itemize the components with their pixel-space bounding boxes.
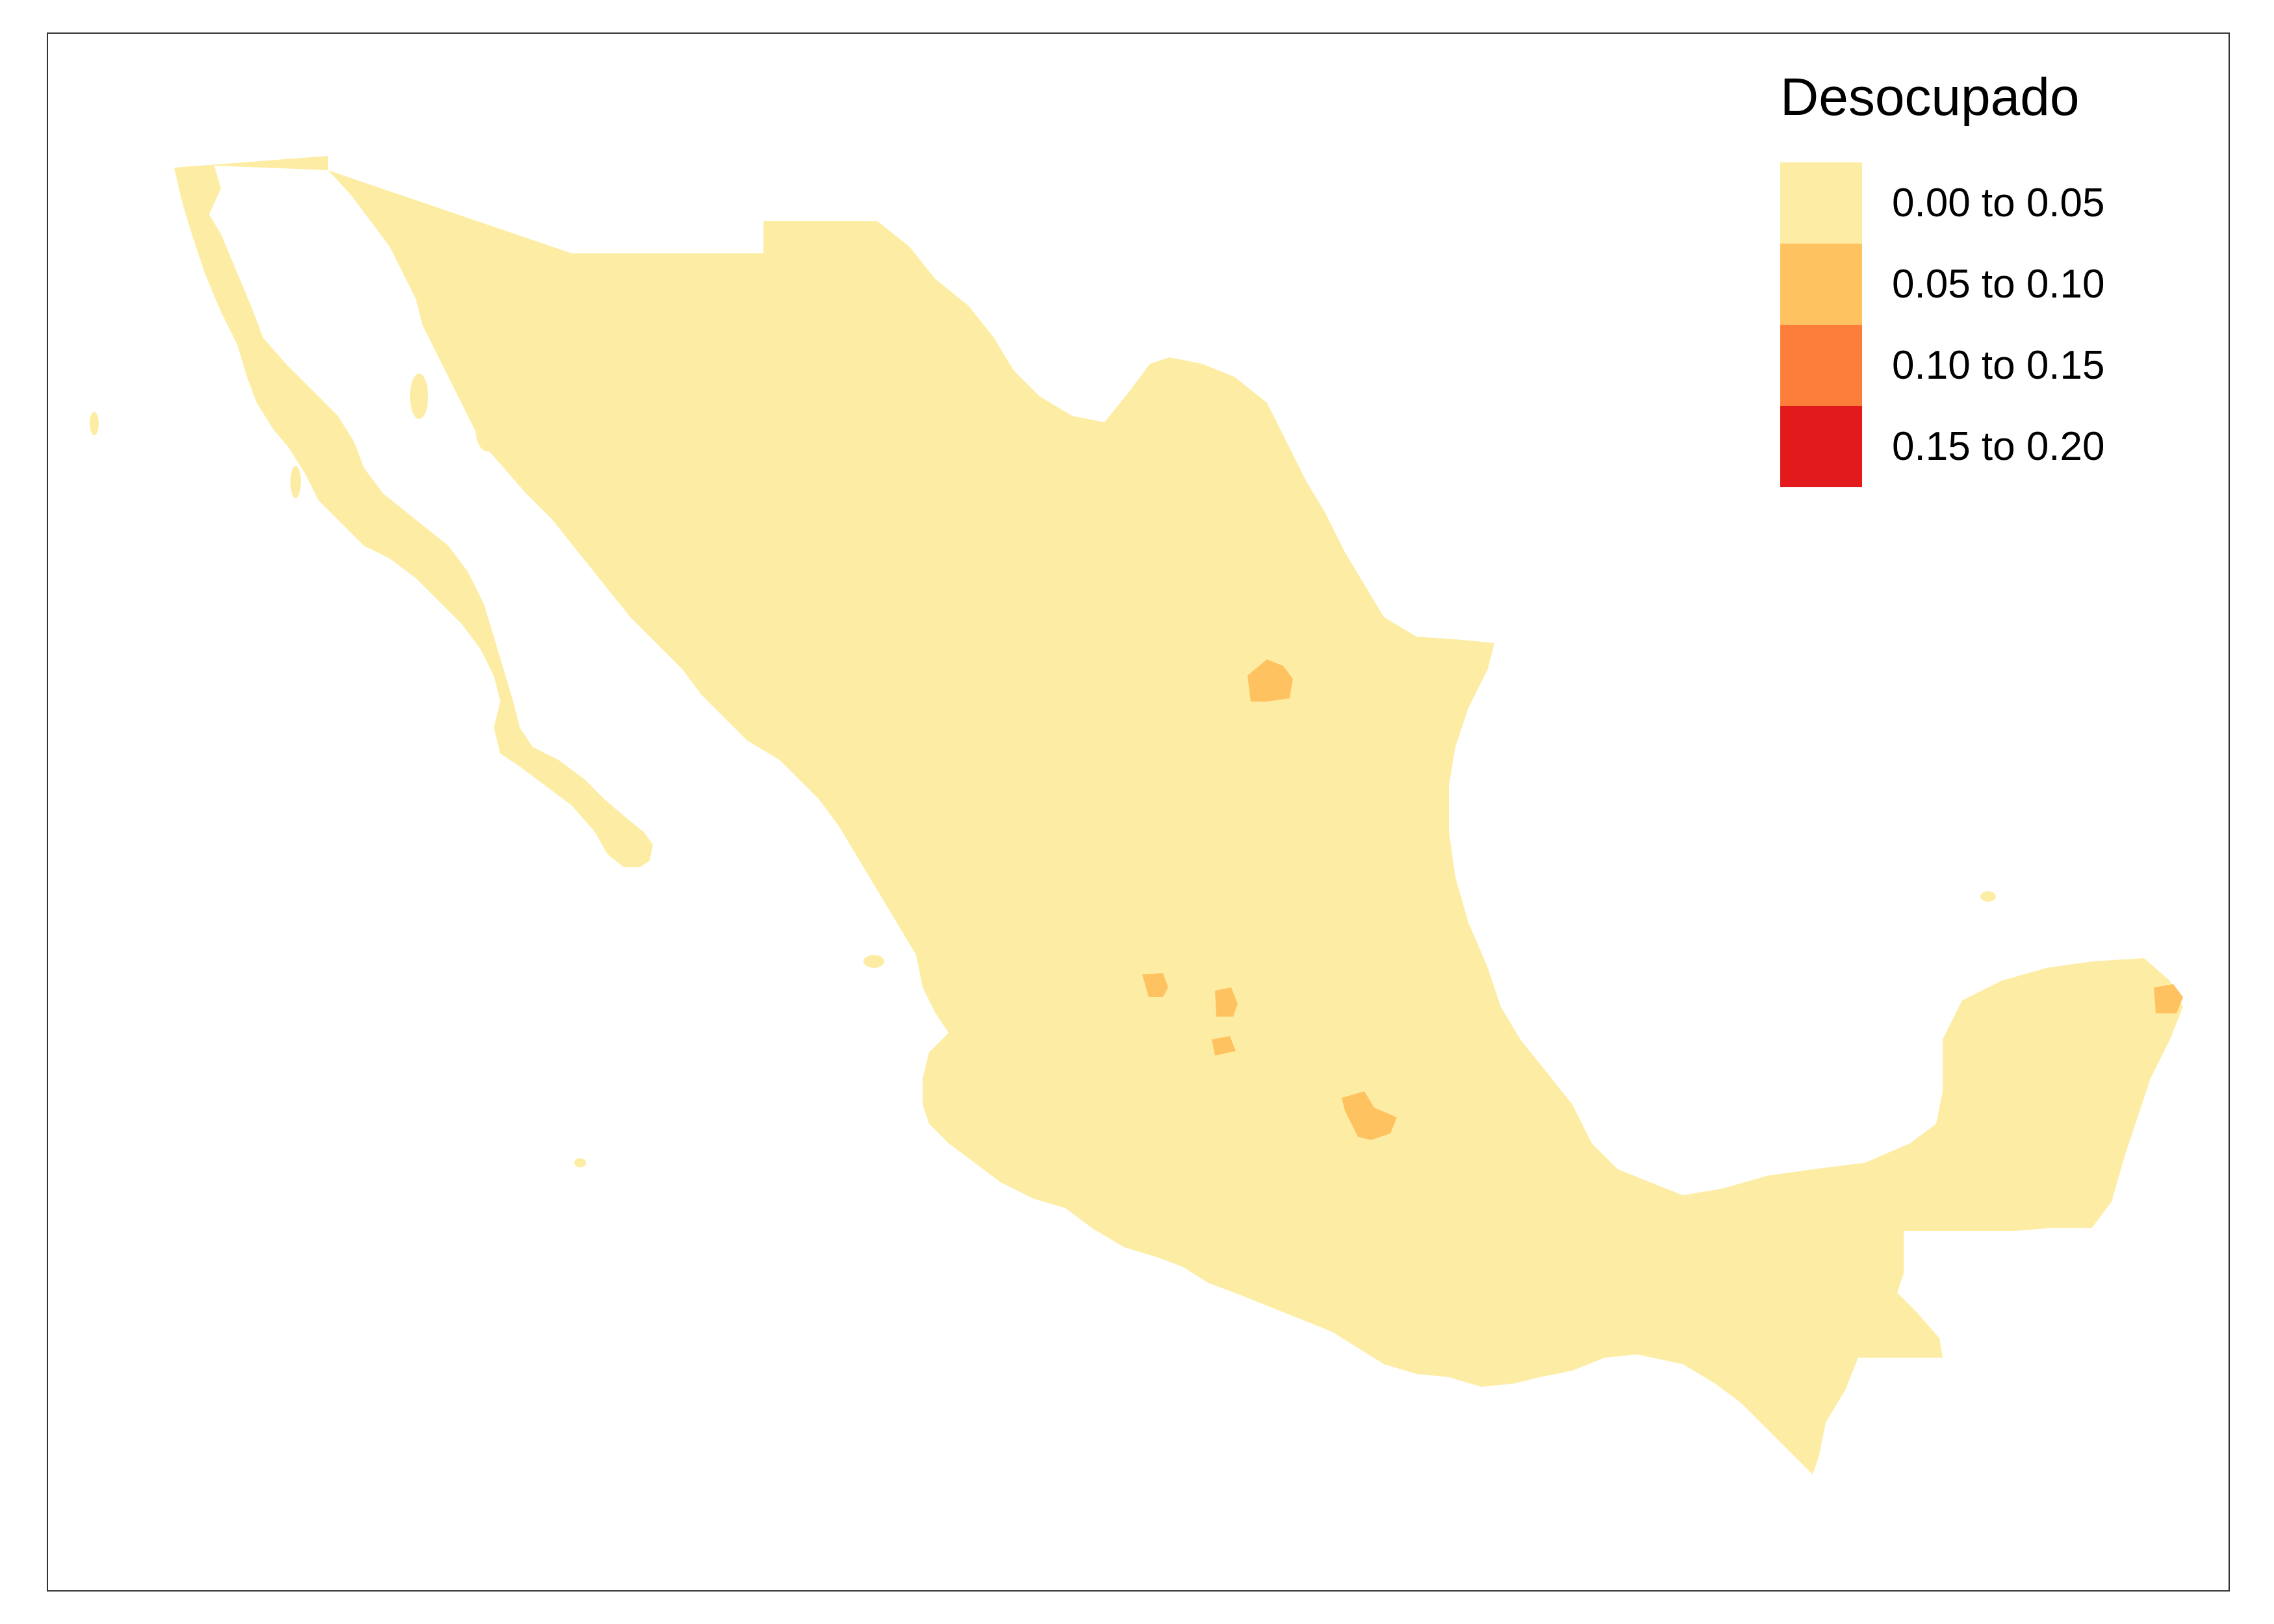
- island-arrecife: [1980, 891, 1996, 902]
- legend-swatch: [1780, 162, 1862, 244]
- legend-item: 0.05 to 0.10: [1780, 244, 2196, 325]
- legend-label: 0.15 to 0.20: [1892, 424, 2105, 469]
- highlight-cancun-area: [2154, 984, 2183, 1013]
- legend-label: 0.05 to 0.10: [1892, 262, 2105, 307]
- highlight-torreon-area: [1247, 659, 1293, 702]
- highlight-aguascalientes-area: [1142, 973, 1168, 997]
- legend-item: 0.15 to 0.20: [1780, 406, 2196, 487]
- island-marias: [863, 955, 884, 968]
- legend-item: 0.00 to 0.05: [1780, 162, 2196, 244]
- legend-label: 0.10 to 0.15: [1892, 343, 2105, 388]
- highlight-queretaro-area: [1212, 1036, 1236, 1056]
- island-guadalupe: [90, 412, 99, 435]
- legend-item: 0.10 to 0.15: [1780, 325, 2196, 406]
- highlight-leon-area: [1215, 987, 1238, 1017]
- legend-items: 0.00 to 0.05 0.05 to 0.10 0.10 to 0.15 0.15…: [1780, 162, 2196, 487]
- island-tiburon: [476, 406, 499, 451]
- highlighted-municipalities: [1142, 659, 2183, 1140]
- legend-swatch: [1780, 244, 1862, 325]
- island-angel-guarda: [410, 374, 428, 419]
- legend-label: 0.00 to 0.05: [1892, 181, 2105, 225]
- mainland-mexico-region: [328, 170, 2183, 1475]
- legend-title: Desocupado: [1780, 68, 2080, 127]
- legend: Desocupado 0.00 to 0.05 0.05 to 0.10 0.10 …: [1780, 65, 2196, 487]
- island-socorro: [574, 1158, 586, 1167]
- legend-swatch: [1780, 406, 1862, 487]
- legend-swatch: [1780, 325, 1862, 406]
- highlight-mexico-city-area: [1342, 1091, 1397, 1140]
- mexico-land: [90, 156, 2183, 1475]
- island-cedros: [290, 466, 301, 498]
